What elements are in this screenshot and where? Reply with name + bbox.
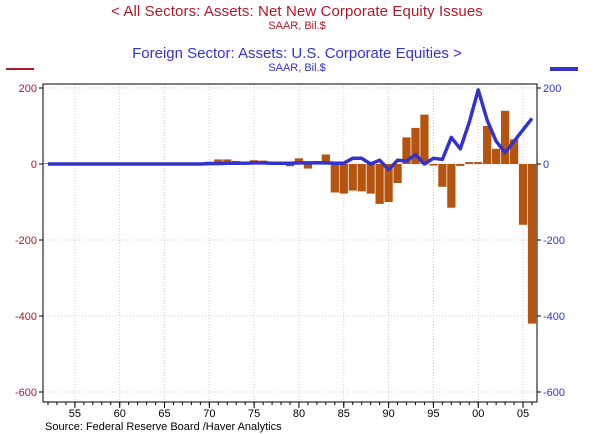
x-tick-label: 90 <box>382 408 394 420</box>
bar <box>357 164 366 192</box>
bar <box>465 162 474 164</box>
source-note: Source: Federal Reserve Board /Haver Ana… <box>45 421 282 433</box>
bar <box>402 137 411 164</box>
bar <box>285 164 295 167</box>
right-tick-label: -600 <box>543 387 565 399</box>
x-tick-label: 55 <box>69 408 81 420</box>
bar <box>375 164 384 204</box>
x-tick-label: 65 <box>158 408 170 420</box>
bar <box>411 127 420 164</box>
left-tick-label: 200 <box>19 83 37 95</box>
bar <box>447 164 456 208</box>
x-tick-label: 85 <box>338 408 350 420</box>
series-line <box>48 88 534 172</box>
bar <box>518 164 528 225</box>
right-tick-label: -400 <box>543 311 565 323</box>
left-tick-label: 0 <box>31 159 37 171</box>
bar <box>429 164 438 166</box>
x-tick-label: 00 <box>472 408 484 420</box>
line-series <box>48 88 534 172</box>
bar <box>483 126 492 164</box>
left-tick-label: -200 <box>15 235 37 247</box>
left-axis-subtitle: SAAR, Bil.$ <box>268 20 326 32</box>
x-tick-label: 80 <box>293 408 305 420</box>
bar <box>393 164 402 183</box>
bar <box>339 164 348 194</box>
bar <box>527 164 537 324</box>
bar <box>509 139 519 164</box>
bar <box>492 148 501 164</box>
left-tick-label: -400 <box>15 311 37 323</box>
x-tick-label: 95 <box>427 408 439 420</box>
x-tick-label: 70 <box>203 408 215 420</box>
bar <box>294 158 304 164</box>
gridlines <box>43 84 537 402</box>
right-axis-title: Foreign Sector: Assets: U.S. Corporate E… <box>132 45 462 62</box>
bar <box>420 114 429 164</box>
bar <box>500 110 510 164</box>
x-tick-label: 60 <box>114 408 126 420</box>
right-tick-label: 0 <box>543 159 549 171</box>
right-tick-label: -200 <box>543 235 565 247</box>
bar <box>321 154 330 164</box>
x-tick-label: 75 <box>248 408 260 420</box>
bar <box>384 164 393 202</box>
bar <box>303 164 313 169</box>
bar <box>348 164 357 191</box>
right-axis-subtitle: SAAR, Bil.$ <box>268 62 326 74</box>
bar <box>456 164 465 166</box>
bar <box>438 164 447 187</box>
bar <box>214 159 223 164</box>
bar <box>330 164 339 193</box>
left-axis-title: < All Sectors: Assets: Net New Corporate… <box>111 3 483 20</box>
right-tick-label: 200 <box>543 83 561 95</box>
left-tick-label: -600 <box>15 387 37 399</box>
plot-frame <box>42 83 538 403</box>
bar <box>366 164 375 194</box>
bar <box>474 162 483 164</box>
x-tick-label: 05 <box>517 408 529 420</box>
